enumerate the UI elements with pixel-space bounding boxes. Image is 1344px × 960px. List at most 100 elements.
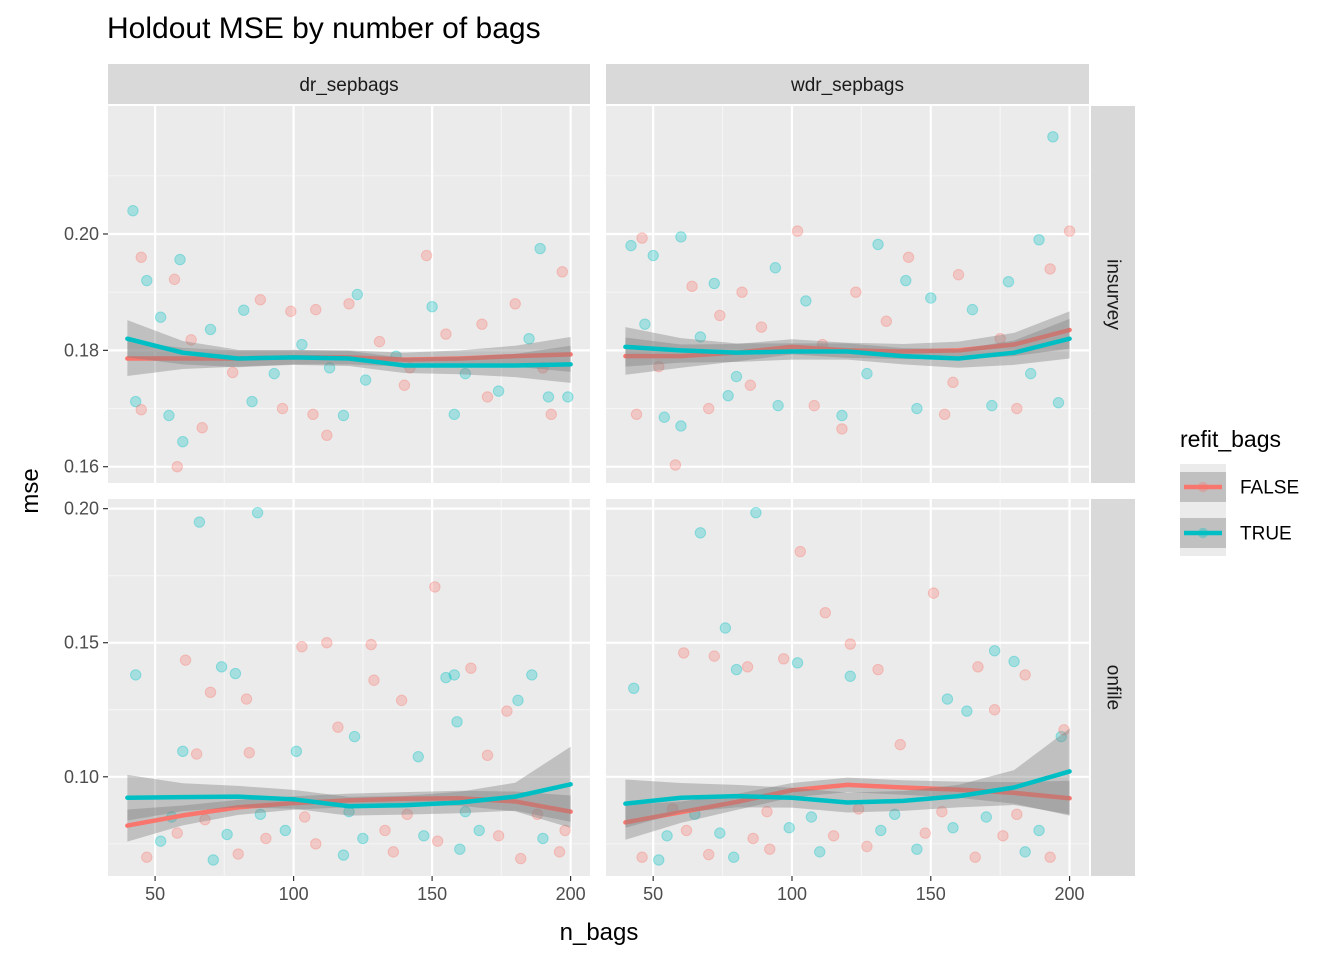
data-point-true (229, 667, 242, 680)
y-tick-label: 0.10 (64, 767, 99, 787)
data-point-true (290, 745, 303, 758)
x-tick-label: 100 (777, 884, 807, 904)
data-point-false (465, 662, 477, 674)
data-point-true (694, 527, 707, 539)
data-point-true (254, 808, 267, 821)
data-point-true (694, 331, 707, 343)
data-point-true (675, 231, 687, 243)
data-point-true (130, 395, 142, 408)
legend-label-true: TRUE (1240, 524, 1292, 545)
data-point-true (628, 682, 640, 695)
data-point-true (251, 506, 264, 519)
confidence-band-true (625, 318, 1070, 368)
data-point-false (680, 824, 693, 837)
data-point-false (343, 298, 355, 310)
data-point-false (678, 647, 690, 659)
data-point-false (791, 225, 804, 237)
data-point-false (919, 827, 931, 839)
strip-onfile (1091, 499, 1135, 876)
data-point-false (254, 294, 267, 306)
data-point-false (141, 851, 153, 863)
legend-key-point-false (1197, 481, 1209, 493)
data-point-true (875, 824, 887, 837)
data-point-false (1044, 263, 1056, 275)
data-point-false (630, 408, 643, 421)
data-point-false (420, 249, 433, 262)
data-point-true (947, 822, 959, 834)
x-axis-title: n_bags (560, 919, 639, 946)
y-tick-label: 0.20 (64, 224, 99, 244)
data-point-false (276, 402, 289, 415)
data-point-false (310, 838, 322, 850)
data-point-false (298, 811, 311, 823)
data-point-true (562, 391, 574, 403)
strip-wdr_sepbags (606, 64, 1089, 104)
data-point-true (238, 304, 250, 316)
data-point-true (791, 657, 804, 669)
data-point-true (357, 832, 369, 845)
data-point-false (373, 335, 386, 348)
data-point-false (850, 286, 862, 298)
strip-insurvey (1091, 106, 1135, 483)
data-point-false (761, 805, 773, 818)
data-point-true (418, 830, 430, 842)
data-point-false (988, 704, 1001, 716)
data-point-true (941, 693, 954, 705)
data-point-true (888, 808, 901, 821)
data-point-true (639, 318, 651, 330)
data-point-false (861, 840, 873, 853)
panel-dr_sepbags-onfile (108, 499, 590, 876)
data-point-true (783, 822, 795, 834)
data-point-false (777, 653, 790, 665)
x-tick-label: 150 (417, 884, 447, 904)
data-point-true (163, 409, 175, 422)
data-point-false (226, 366, 239, 379)
data-point-true (127, 205, 139, 217)
data-point-false (703, 848, 715, 861)
data-point-true (512, 694, 524, 707)
data-point-true (925, 292, 937, 304)
legend-title: refit_bags (1180, 426, 1281, 452)
x-tick-label: 150 (916, 884, 946, 904)
data-point-false (476, 318, 488, 330)
data-point-false (199, 813, 211, 826)
data-point-true (323, 362, 336, 374)
panel-background (108, 106, 590, 483)
data-point-false (636, 232, 648, 244)
data-point-true (193, 516, 206, 528)
data-point-false (947, 376, 959, 389)
smooth-line-true (623, 769, 1072, 806)
y-axis-title: mse (17, 468, 44, 513)
data-point-true (805, 811, 818, 823)
data-point-false (969, 851, 981, 863)
legend-label-false: FALSE (1240, 478, 1299, 499)
strip-label-dr_sepbags: dr_sepbags (299, 75, 398, 96)
data-point-false (431, 835, 444, 847)
data-point-true (412, 750, 424, 763)
data-point-false (260, 832, 272, 845)
data-point-true (492, 385, 505, 397)
data-point-true (769, 262, 782, 274)
data-point-true (523, 333, 535, 345)
data-point-false (686, 280, 698, 293)
legend: refit_bags FALSE TRUE (1180, 426, 1299, 556)
strip-label-onfile: onfile (1103, 665, 1124, 710)
data-point-false (481, 749, 494, 762)
data-point-true (337, 849, 350, 861)
data-point-true (911, 843, 923, 855)
data-point-true (800, 295, 812, 307)
confidence-band-true (625, 728, 1070, 828)
data-point-false (135, 251, 147, 263)
data-point-false (307, 408, 319, 421)
data-point-false (365, 638, 377, 651)
data-point-false (321, 429, 333, 441)
data-point-false (296, 641, 308, 653)
data-point-true (772, 399, 784, 412)
data-point-false (952, 269, 965, 281)
data-point-false (669, 459, 682, 471)
data-point-true (708, 277, 720, 290)
data-point-true (722, 390, 734, 402)
y-tick-label: 0.18 (64, 340, 99, 360)
data-point-false (747, 832, 759, 845)
data-point-true (451, 716, 463, 728)
